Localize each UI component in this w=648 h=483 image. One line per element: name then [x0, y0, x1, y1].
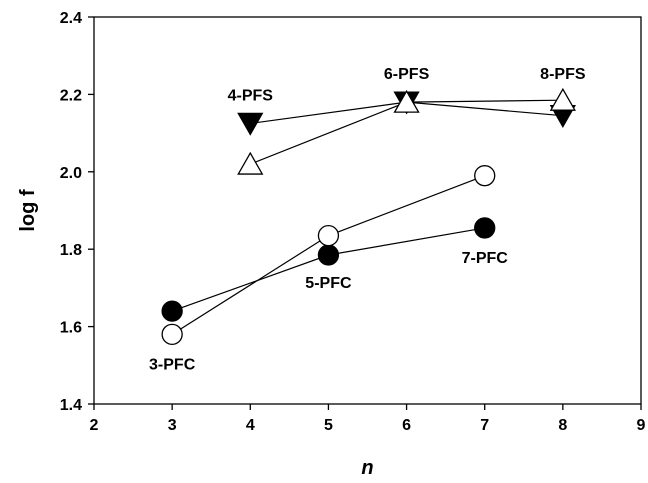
y-tick-label: 1.8 — [60, 242, 82, 259]
data-point — [237, 112, 264, 136]
x-tick-label: 6 — [402, 417, 411, 434]
x-tick-label: 9 — [637, 417, 646, 434]
x-axis-title: n — [361, 457, 373, 479]
point-label: 3-PFC — [149, 356, 196, 373]
data-point — [161, 300, 183, 322]
y-tick-label: 2.0 — [60, 165, 82, 182]
series-3 — [161, 217, 496, 322]
x-tick-label: 2 — [90, 417, 99, 434]
data-point — [237, 151, 264, 175]
x-tick-label: 4 — [246, 417, 255, 434]
data-point — [474, 165, 496, 187]
series-layer — [161, 87, 576, 345]
series-2 — [237, 87, 576, 175]
data-point — [549, 87, 576, 111]
x-tick-label: 3 — [168, 417, 177, 434]
y-tick-label: 1.4 — [60, 397, 82, 414]
plot-frame — [93, 16, 642, 405]
data-point — [317, 225, 340, 247]
point-label: 5-PFC — [305, 275, 352, 292]
x-tick-label: 5 — [324, 417, 333, 434]
data-point — [393, 89, 420, 113]
data-point — [161, 323, 183, 345]
y-tick-label: 1.6 — [60, 320, 82, 337]
point-label: 4-PFS — [228, 87, 274, 104]
axes: 2 3 4 5 6 7 8 9 1.4 1.6 1.8 2.0 2.2 2.4 — [60, 10, 646, 434]
axis-titles: n log f — [17, 189, 374, 479]
annotations: 4-PFS 6-PFS 8-PFS 5-PFC 7-PFC 3-PFC — [149, 66, 586, 373]
x-tick-label: 7 — [480, 417, 489, 434]
point-label: 7-PFC — [462, 250, 509, 267]
y-tick-label: 2.2 — [60, 87, 82, 104]
y-axis-title: log f — [17, 189, 39, 232]
y-tick-label: 2.4 — [60, 10, 82, 27]
x-tick-label: 8 — [558, 417, 567, 434]
point-label: 8-PFS — [540, 66, 586, 83]
data-point — [317, 244, 340, 266]
point-label: 6-PFS — [384, 66, 430, 83]
series-4 — [161, 165, 496, 345]
data-point — [474, 217, 496, 239]
